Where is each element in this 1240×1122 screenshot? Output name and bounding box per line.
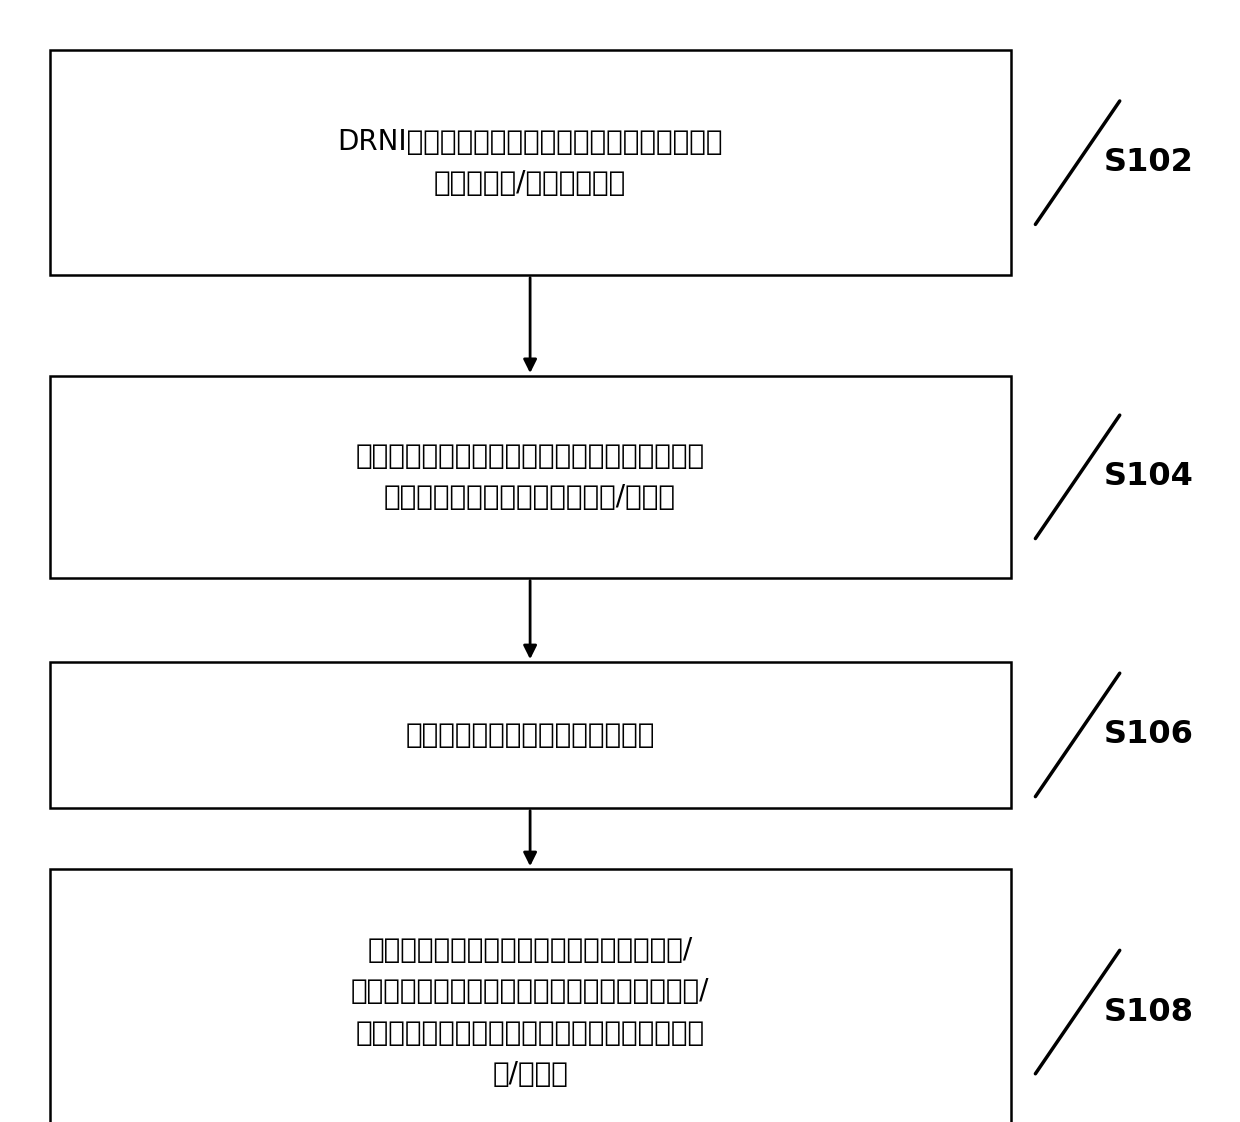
Text: DRNI端点内的端内系统之间同步该端点的端内系
统的状态和/或端口的状态: DRNI端点内的端内系统之间同步该端点的端内系 统的状态和/或端口的状态 [337, 128, 723, 197]
Text: 端内系统根据承载该业务的端内系统序列和/
或端口序列，以及该端点内的端内系统的状态和/
或端口的状态，更新当前承载该业务的端内系统
和/或端口: 端内系统根据承载该业务的端内系统序列和/ 或端口序列，以及该端点内的端内系统的状… [351, 936, 709, 1088]
Text: S106: S106 [1104, 719, 1193, 751]
Bar [50, 868, 1011, 1122]
Text: S104: S104 [1104, 461, 1193, 493]
Text: S108: S108 [1104, 996, 1194, 1028]
Text: S102: S102 [1104, 147, 1193, 178]
Text: 端内系统确定受该事件影响的业务: 端内系统确定受该事件影响的业务 [405, 721, 655, 748]
Bar [50, 376, 1011, 578]
Bar [50, 50, 1011, 275]
Text: 端内系统检测到发生了事件，其中，该事件用于
触发更新承载业务的端内系统和/或端口: 端内系统检测到发生了事件，其中，该事件用于 触发更新承载业务的端内系统和/或端口 [356, 442, 704, 512]
Bar [50, 662, 1011, 808]
